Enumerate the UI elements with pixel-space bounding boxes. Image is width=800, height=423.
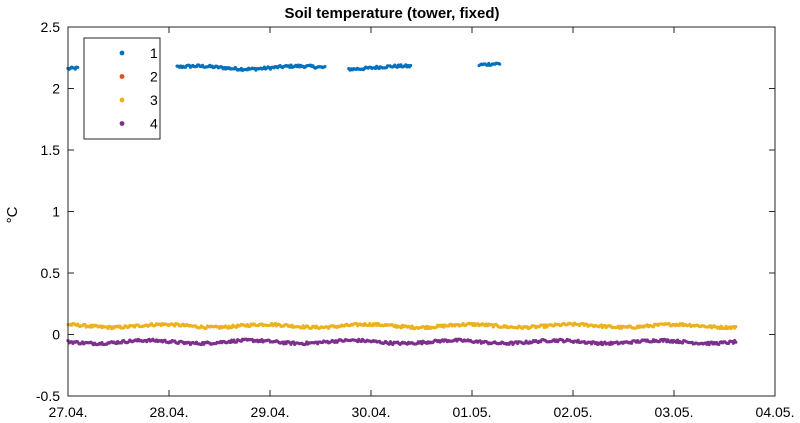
data-point: [734, 340, 738, 344]
axes-layer: 27.04. 28.04. 29.04. 30.04. 01.05. 02.05. 03.0…: [36, 19, 795, 420]
y-tick-label: 0.5: [41, 265, 61, 281]
y-tick-label: 2: [52, 81, 60, 97]
data-point: [273, 321, 277, 326]
data-point: [234, 340, 239, 344]
data-point: [651, 325, 656, 329]
data-point: [718, 326, 722, 331]
legend-label: 2: [150, 69, 158, 85]
data-point: [667, 321, 671, 326]
legend-marker: [119, 121, 125, 126]
data-point: [323, 64, 327, 69]
x-tick-label: 03.05.: [655, 404, 694, 420]
data-point: [409, 326, 413, 331]
x-tick-label: 01.05.: [453, 404, 492, 420]
y-tick-label: 0: [52, 327, 60, 343]
x-tick-label: 29.04.: [251, 404, 290, 420]
legend-marker: [119, 74, 125, 79]
data-point: [399, 326, 403, 330]
x-tick-label: 27.04.: [49, 404, 88, 420]
data-point: [230, 325, 234, 330]
x-tick-label: 02.05.: [554, 404, 593, 420]
legend-marker: [119, 50, 125, 56]
plot-area-frame: [67, 26, 776, 397]
legend-label: 1: [150, 45, 158, 61]
data-point: [234, 325, 239, 330]
data-layer: [66, 61, 738, 347]
data-point: [498, 62, 502, 66]
x-tick-label: 04.05.: [756, 404, 795, 420]
series-1: [66, 61, 502, 72]
y-tick-label: 1: [52, 204, 60, 220]
x-tick-label: 30.04.: [352, 404, 391, 420]
data-point: [542, 325, 546, 330]
data-point: [420, 342, 424, 346]
legend-label: 4: [150, 116, 158, 132]
data-point: [387, 342, 391, 346]
data-point: [173, 324, 177, 328]
series-4: [66, 337, 738, 347]
data-point: [408, 63, 413, 68]
data-point: [76, 65, 80, 70]
data-point: [478, 339, 482, 343]
series-3: [66, 321, 738, 331]
legend: 1 2 3 4: [83, 37, 161, 140]
legend-marker: [119, 97, 125, 103]
y-axis-label: °C: [4, 206, 21, 223]
data-point: [83, 322, 87, 327]
chart-title: Soil temperature (tower, fixed): [284, 5, 499, 22]
y-tick-label: 2.5: [41, 19, 61, 35]
y-tick-label: -0.5: [36, 388, 60, 404]
legend-label: 3: [150, 92, 158, 108]
data-point: [734, 325, 738, 329]
y-tick-label: 1.5: [41, 142, 61, 158]
data-point: [288, 65, 292, 70]
data-point: [731, 341, 735, 345]
data-point: [599, 323, 603, 327]
x-tick-label: 28.04.: [150, 404, 189, 420]
data-point: [629, 341, 634, 345]
data-point: [541, 323, 545, 327]
data-point: [599, 340, 603, 344]
data-point: [676, 338, 680, 342]
